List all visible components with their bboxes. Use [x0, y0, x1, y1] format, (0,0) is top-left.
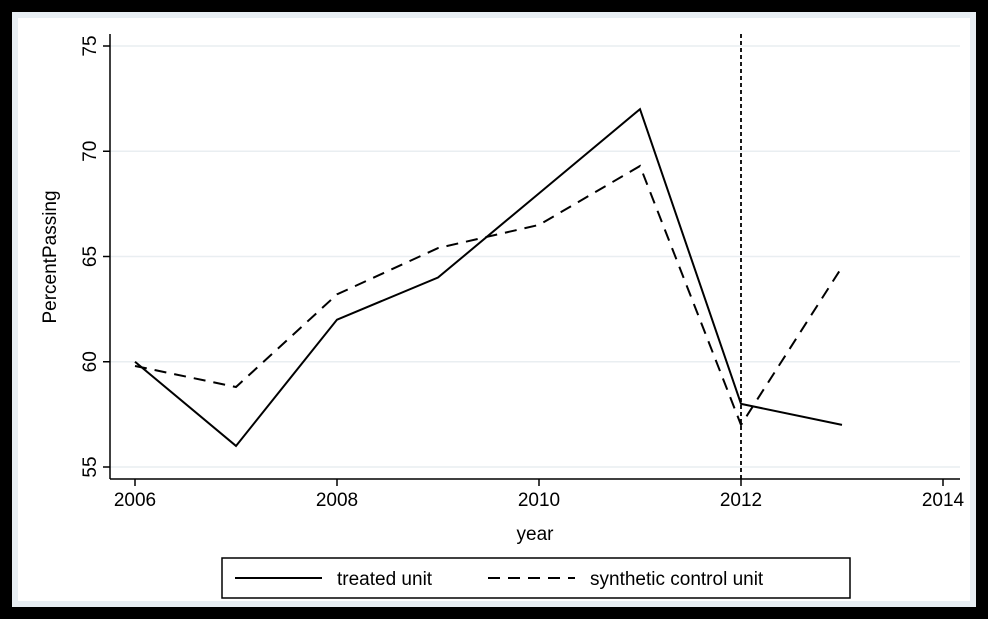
x-axis-title: year: [517, 524, 555, 545]
y-tick-label-65: 65: [80, 246, 101, 267]
y-tick-label-55: 55: [80, 456, 101, 477]
x-tick-label-2012: 2012: [720, 490, 762, 511]
grid-lines: [110, 45, 960, 468]
ticks: 55 60 65 70 75 2006 2008 2010 2012 2014: [80, 35, 965, 511]
x-tick-label-2010: 2010: [518, 490, 560, 511]
series-line-treated: [134, 107, 843, 448]
legend-label-synthetic: synthetic control unit: [590, 569, 764, 590]
series-group: [134, 107, 843, 448]
y-tick-label-60: 60: [80, 351, 101, 372]
y-tick-label-75: 75: [80, 35, 101, 56]
x-tick-label-2014: 2014: [922, 490, 965, 511]
legend: treated unit synthetic control unit: [221, 557, 851, 599]
series-line-synthetic: [134, 164, 843, 428]
y-tick-label-70: 70: [80, 141, 101, 162]
x-tick-label-2006: 2006: [114, 490, 156, 511]
legend-label-treated: treated unit: [337, 569, 433, 590]
y-axis-title: PercentPassing: [40, 190, 61, 323]
x-tick-label-2008: 2008: [316, 490, 358, 511]
